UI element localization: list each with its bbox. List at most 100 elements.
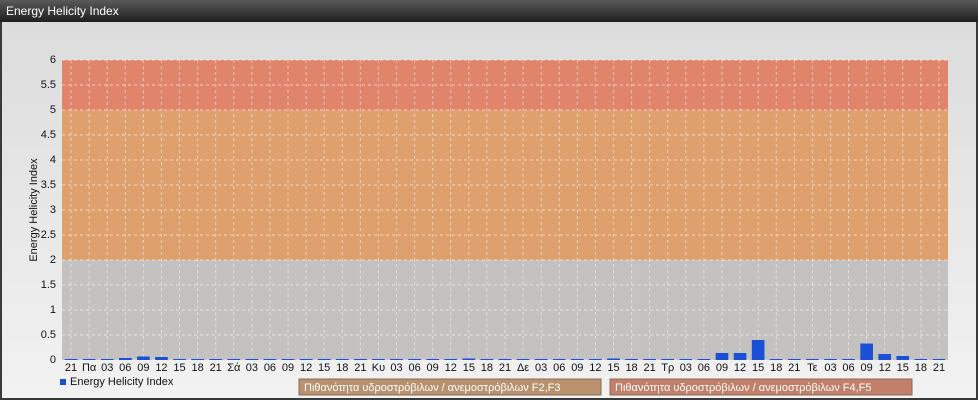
x-tick-label: 12 bbox=[300, 362, 312, 374]
title-bar bbox=[0, 0, 978, 22]
x-tick-label: 15 bbox=[897, 362, 909, 374]
y-tick-label: 0 bbox=[50, 354, 56, 366]
x-tick-label: 06 bbox=[119, 362, 131, 374]
bar bbox=[390, 359, 403, 360]
x-tick-label: 09 bbox=[716, 362, 728, 374]
x-tick-label: 03 bbox=[101, 362, 113, 374]
bar bbox=[209, 359, 223, 360]
bar bbox=[787, 359, 801, 360]
x-tick-label: 18 bbox=[770, 362, 782, 374]
x-tick-label: 03 bbox=[680, 362, 692, 374]
y-tick-label: 4 bbox=[50, 154, 56, 166]
x-tick-label: 09 bbox=[571, 362, 583, 374]
bar bbox=[335, 359, 349, 360]
x-tick-label: 21 bbox=[644, 362, 656, 374]
y-tick-label: 5.5 bbox=[41, 79, 56, 91]
x-tick-label: 18 bbox=[191, 362, 203, 374]
y-tick-label: 1.5 bbox=[41, 279, 56, 291]
bar bbox=[191, 359, 204, 360]
x-tick-label: 15 bbox=[752, 362, 764, 374]
x-tick-label: Δε bbox=[517, 362, 529, 374]
x-tick-label: Τε bbox=[807, 362, 818, 374]
x-tick-label: 12 bbox=[879, 362, 891, 374]
x-tick-label: 21 bbox=[499, 362, 511, 374]
y-tick-label: 2 bbox=[50, 254, 56, 266]
bar bbox=[751, 340, 765, 360]
x-tick-label: 03 bbox=[246, 362, 258, 374]
x-tick-label: 18 bbox=[625, 362, 637, 374]
bar bbox=[697, 359, 711, 360]
x-tick-label: 06 bbox=[842, 362, 854, 374]
bar bbox=[661, 359, 675, 360]
bar bbox=[552, 359, 566, 360]
x-tick-label: 21 bbox=[65, 362, 77, 374]
bar bbox=[643, 359, 656, 360]
y-tick-label: 2.5 bbox=[41, 229, 56, 241]
band-legend-box bbox=[609, 378, 913, 396]
x-tick-label: 12 bbox=[734, 362, 746, 374]
bar bbox=[679, 359, 693, 360]
bar bbox=[408, 359, 421, 360]
bar bbox=[860, 343, 873, 360]
x-tick-label: Κυ bbox=[372, 362, 385, 374]
x-tick-label: 06 bbox=[553, 362, 565, 374]
bar bbox=[480, 359, 494, 360]
bar bbox=[155, 357, 168, 360]
x-tick-label: 21 bbox=[210, 362, 222, 374]
bar bbox=[806, 359, 819, 360]
legend-label: Energy Helicity Index bbox=[70, 376, 174, 388]
x-tick-label: 06 bbox=[408, 362, 420, 374]
bar bbox=[263, 359, 277, 360]
x-tick-label: 09 bbox=[137, 362, 149, 374]
x-tick-label: 03 bbox=[390, 362, 402, 374]
x-tick-label: 21 bbox=[933, 362, 945, 374]
bar bbox=[607, 358, 620, 360]
bar bbox=[625, 359, 638, 360]
x-tick-label: 03 bbox=[824, 362, 836, 374]
bar bbox=[589, 359, 602, 360]
bar bbox=[354, 359, 367, 360]
x-tick-label: 09 bbox=[282, 362, 294, 374]
x-tick-label: 15 bbox=[318, 362, 330, 374]
bar bbox=[842, 359, 855, 360]
x-tick-label: 15 bbox=[463, 362, 475, 374]
x-tick-label: 15 bbox=[607, 362, 619, 374]
x-tick-label: 18 bbox=[915, 362, 927, 374]
bar bbox=[824, 359, 837, 360]
bar bbox=[914, 359, 928, 360]
bar bbox=[173, 359, 186, 360]
bar bbox=[82, 359, 96, 360]
x-tick-label: 09 bbox=[861, 362, 873, 374]
band-legend-box bbox=[298, 378, 602, 396]
x-tick-label: Πα bbox=[82, 362, 97, 374]
bar bbox=[100, 359, 114, 360]
bar bbox=[426, 359, 440, 360]
y-tick-label: 4.5 bbox=[41, 129, 56, 141]
x-tick-label: Σά bbox=[227, 362, 241, 374]
bar bbox=[715, 353, 729, 360]
x-tick-label: 15 bbox=[173, 362, 185, 374]
x-tick-label: 12 bbox=[445, 362, 457, 374]
y-tick-label: 3.5 bbox=[41, 179, 56, 191]
x-tick-label: 21 bbox=[354, 362, 366, 374]
bar bbox=[534, 359, 548, 360]
bar bbox=[137, 356, 150, 360]
bar bbox=[299, 359, 313, 360]
chart-title: Energy Helicity Index bbox=[6, 4, 119, 18]
x-tick-label: 21 bbox=[788, 362, 800, 374]
bar bbox=[281, 359, 295, 360]
y-tick-label: 6 bbox=[50, 54, 56, 66]
bar bbox=[896, 356, 910, 360]
y-axis-label: Energy Helicity Index bbox=[28, 158, 40, 262]
bar bbox=[372, 359, 385, 360]
bar bbox=[733, 353, 747, 360]
bar bbox=[64, 359, 78, 360]
x-tick-label: 09 bbox=[427, 362, 439, 374]
band-legend-label: Πιθανότητα υδροστρόβιλων / ανεμοστρόβιλω… bbox=[615, 382, 872, 394]
y-tick-label: 3 bbox=[50, 204, 56, 216]
bar bbox=[498, 359, 512, 360]
bar bbox=[444, 359, 458, 360]
y-tick-label: 5 bbox=[50, 104, 56, 116]
x-tick-label: 18 bbox=[336, 362, 348, 374]
